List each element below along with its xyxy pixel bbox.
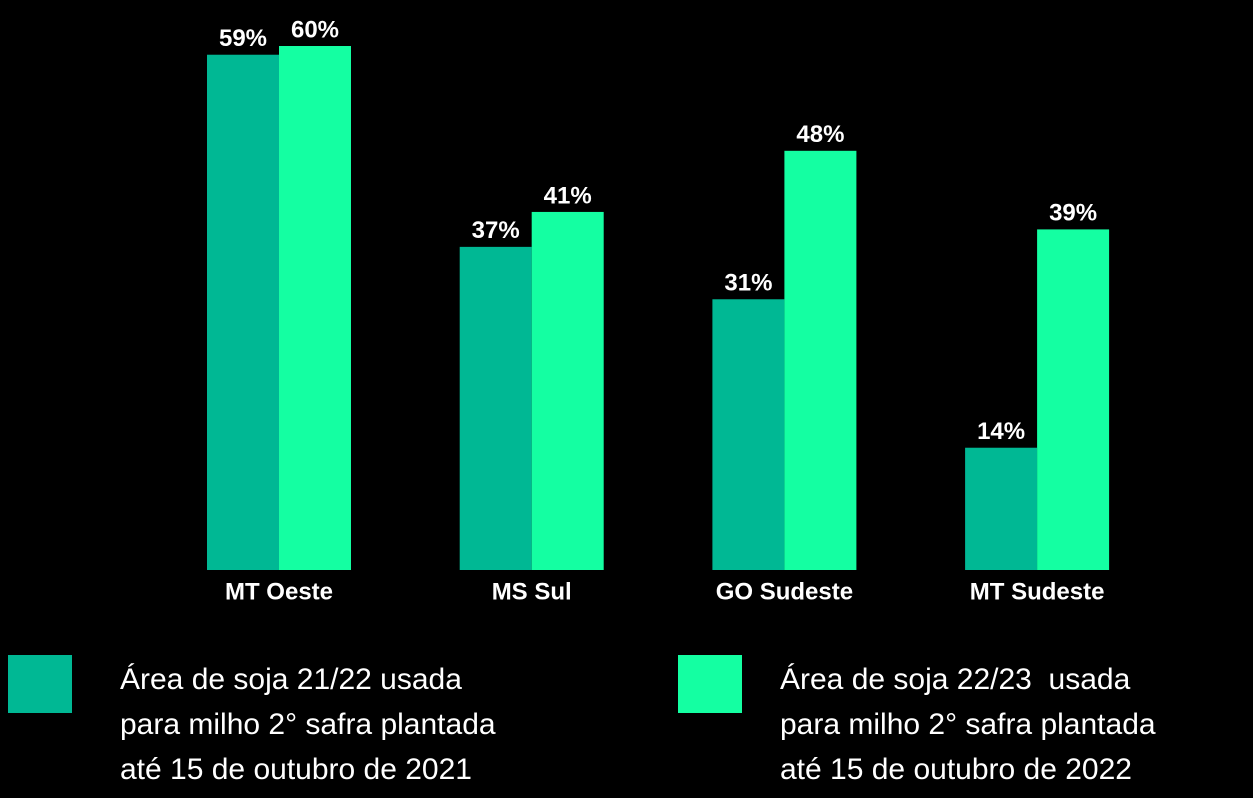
- bar: [531, 211, 604, 570]
- bar: [279, 46, 351, 570]
- value-label: 48%: [796, 121, 844, 148]
- bar: [784, 150, 857, 571]
- x-tick-label: MT Oeste: [225, 578, 333, 605]
- legend-label: Área de soja 22/23 usada para milho 2° s…: [780, 663, 1156, 786]
- bar: [459, 246, 532, 570]
- bar: [207, 54, 279, 570]
- bar: [712, 299, 785, 570]
- value-label: 39%: [1049, 200, 1097, 227]
- value-label: 37%: [472, 217, 520, 244]
- legend-swatch: [8, 655, 72, 713]
- value-label: 59%: [219, 25, 267, 52]
- x-tick-label: MS Sul: [492, 578, 572, 605]
- bar: [965, 447, 1038, 570]
- value-label: 41%: [544, 182, 592, 209]
- legend-label: Área de soja 21/22 usada para milho 2° s…: [120, 663, 496, 786]
- chart: MT Oeste 59% 60% MS Sul 37% 41% GO Sudeste 31% 4…: [207, 16, 1110, 605]
- x-tick-label: GO Sudeste: [716, 578, 853, 605]
- bar: [1037, 229, 1110, 570]
- value-label: 31%: [724, 270, 772, 297]
- value-label: 60%: [291, 16, 339, 43]
- value-label: 14%: [977, 418, 1025, 445]
- x-tick-label: MT Sudeste: [970, 578, 1105, 605]
- legend-swatch: [678, 655, 742, 713]
